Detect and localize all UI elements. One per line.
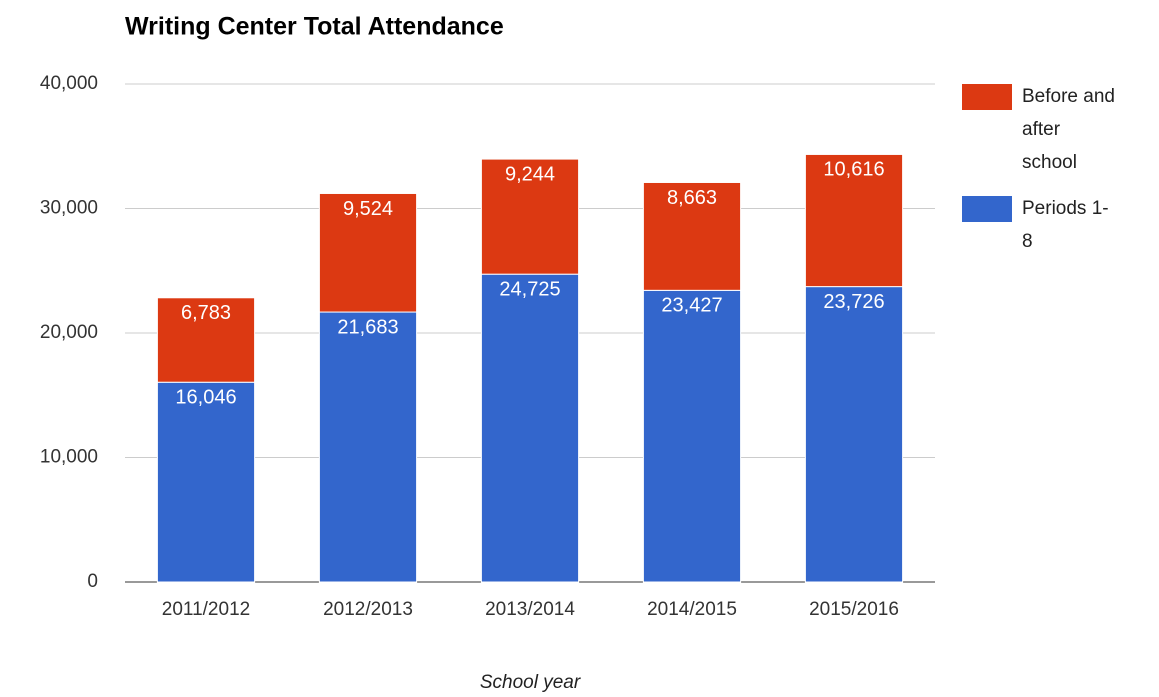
data-label: 8,663: [667, 187, 717, 209]
data-label: 23,427: [661, 295, 722, 317]
bar-segment: [156, 381, 256, 583]
bar-segment: [804, 286, 904, 583]
data-label: 9,524: [343, 198, 393, 220]
bar-segment: [318, 192, 418, 313]
bar-segment: [480, 158, 580, 275]
bar-segment: [156, 297, 256, 383]
bar-segment: [642, 181, 742, 291]
x-tick-label: 2011/2012: [162, 599, 250, 620]
bar-segment: [804, 153, 904, 288]
bar-segment: [318, 311, 418, 583]
x-tick-label: 2014/2015: [647, 599, 737, 620]
data-label: 6,783: [181, 302, 231, 324]
chart-title: Writing Center Total Attendance: [125, 13, 504, 41]
data-label: 23,726: [823, 291, 884, 313]
y-tick-label: 30,000: [40, 198, 98, 219]
x-tick-label: 2012/2013: [323, 599, 413, 620]
legend-label: Periods 1-8: [1022, 198, 1109, 252]
data-label: 9,244: [505, 163, 555, 185]
legend-entry: Before and after school: [1022, 86, 1115, 173]
legend-entry: Periods 1-8: [1022, 198, 1109, 252]
y-tick-label: 20,000: [40, 322, 98, 343]
y-tick-label: 10,000: [40, 447, 98, 468]
x-tick-label: 2015/2016: [809, 599, 899, 620]
bar-segment: [480, 273, 580, 583]
data-label: 16,046: [175, 387, 236, 409]
legend-swatch: [962, 196, 1012, 222]
x-tick-label: 2013/2014: [485, 599, 575, 620]
bar-segment: [642, 289, 742, 583]
data-label: 24,725: [499, 278, 560, 300]
y-tick-label: 0: [87, 571, 98, 592]
data-label: 21,683: [337, 316, 398, 338]
legend-swatch: [962, 84, 1012, 110]
data-label: 10,616: [823, 159, 884, 181]
x-axis-title: School year: [480, 672, 581, 693]
y-tick-label: 40,000: [40, 73, 98, 94]
legend-label: Before and after school: [1022, 86, 1115, 173]
